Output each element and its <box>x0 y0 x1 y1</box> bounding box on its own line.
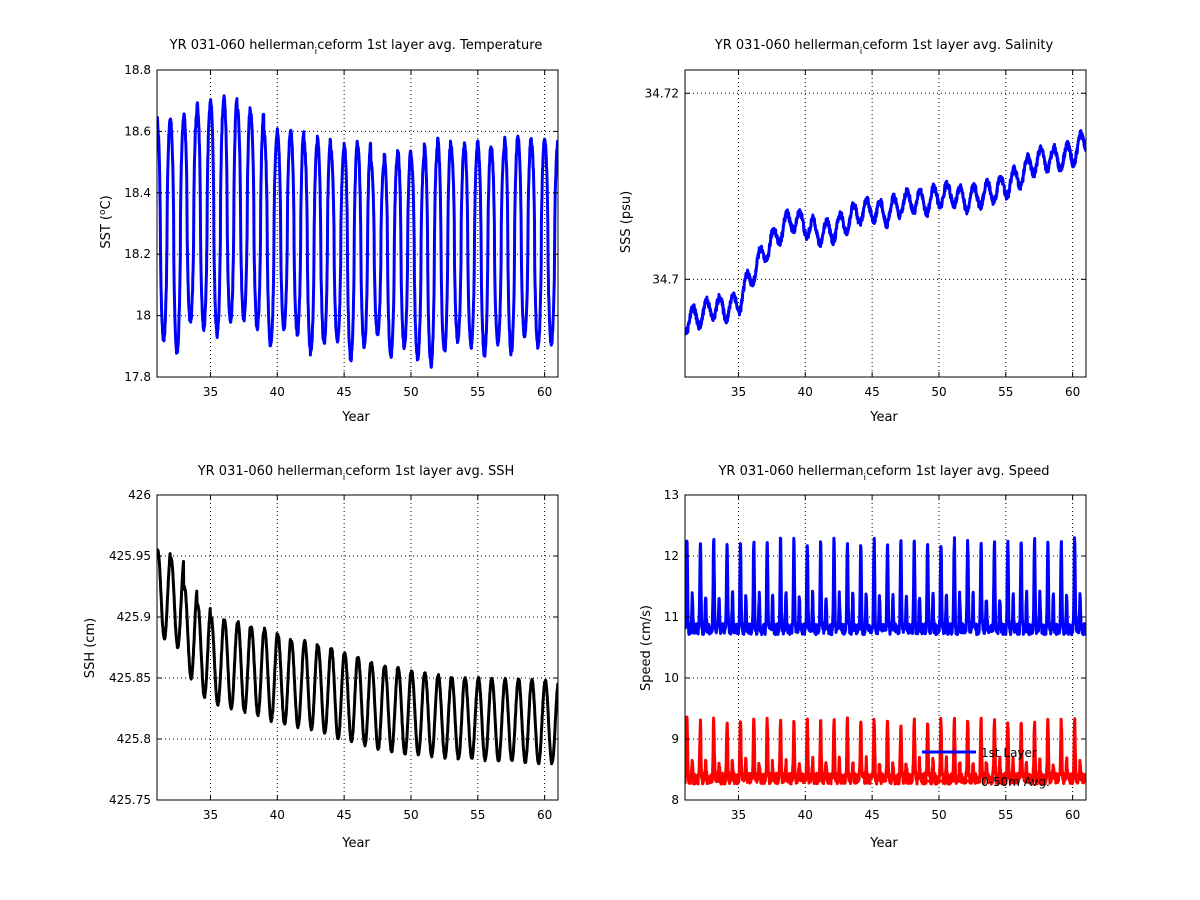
temperature-xtick-label-45: 45 <box>336 385 351 399</box>
speed-plot <box>685 536 1086 786</box>
salinity-xtick-label-60: 60 <box>1065 385 1080 399</box>
ssh-x-axis-label: Year <box>341 836 370 851</box>
temperature-x-axis-label: Year <box>341 410 370 425</box>
ssh-plot <box>157 548 558 766</box>
ssh-axes-box <box>156 494 559 801</box>
speed-x-axis-label: Year <box>869 836 898 851</box>
salinity-x-axis-label: Year <box>869 410 898 425</box>
speed-ytick-label-2: 10 <box>664 671 679 685</box>
temperature-ytick-label-0: 17.8 <box>124 370 151 384</box>
ssh-ytick-label-5: 426 <box>128 488 151 502</box>
ssh-xtick-label-55: 55 <box>470 808 485 822</box>
salinity-xtick-label-50: 50 <box>931 385 946 399</box>
salinity-ytick-label-0: 34.7 <box>652 272 679 286</box>
temperature-plot <box>157 94 558 369</box>
ssh-xtick-label-45: 45 <box>336 808 351 822</box>
speed-series-line-0 <box>685 536 1086 637</box>
speed-y-axis-label: Speed (cm/s) <box>639 605 654 691</box>
ssh-xtick-label-40: 40 <box>270 808 285 822</box>
salinity-plot <box>685 129 1086 336</box>
ssh-series-line-0 <box>157 548 558 766</box>
speed-ytick-label-4: 12 <box>664 549 679 563</box>
salinity-axes-box <box>684 69 1087 378</box>
legend-label-1st-layer: 1st Layer <box>981 746 1037 760</box>
temperature-ticks: 35 40 45 50 55 60 17.8 18 18.2 18.4 18.6 18.8 <box>124 63 558 399</box>
ssh-ytick-label-0: 425.75 <box>109 793 151 807</box>
speed-xtick-label-45: 45 <box>864 808 879 822</box>
speed-title: YR 031-060 hellermaniceform 1st layer av… <box>717 464 1049 483</box>
salinity-title: YR 031-060 hellermaniceform 1st layer av… <box>714 38 1054 57</box>
temperature-xtick-label-55: 55 <box>470 385 485 399</box>
salinity-series-line-0 <box>685 129 1086 336</box>
legend-label-0-50m-avg: 0-50m Avg. <box>981 775 1050 789</box>
temperature-xtick-label-50: 50 <box>403 385 418 399</box>
speed-ytick-label-1: 9 <box>671 732 679 746</box>
temperature-ytick-label-1: 18 <box>136 309 151 323</box>
speed-ytick-label-3: 11 <box>664 610 679 624</box>
temperature-ytick-label-3: 18.4 <box>124 186 151 200</box>
ssh-ytick-label-1: 425.8 <box>117 732 151 746</box>
temperature-xtick-label-35: 35 <box>203 385 218 399</box>
temperature-ytick-label-5: 18.8 <box>124 63 151 77</box>
temperature-ytick-label-2: 18.2 <box>124 247 151 261</box>
speed-xtick-label-40: 40 <box>798 808 813 822</box>
temperature-xtick-label-40: 40 <box>270 385 285 399</box>
speed-axes-box <box>684 494 1087 801</box>
salinity-xtick-label-40: 40 <box>798 385 813 399</box>
speed-legend: 1st Layer 0-50m Avg. <box>922 746 1050 789</box>
salinity-y-axis-label: SSS (psu) <box>619 191 634 253</box>
salinity-xtick-label-35: 35 <box>731 385 746 399</box>
salinity-ticks: 35 40 45 50 55 60 34.7 34.72 <box>645 70 1086 399</box>
ssh-ytick-label-2: 425.85 <box>109 671 151 685</box>
salinity-xtick-label-45: 45 <box>864 385 879 399</box>
ssh-y-axis-label: SSH (cm) <box>83 618 98 678</box>
temperature-title: YR 031-060 hellermaniceform 1st layer av… <box>169 38 543 57</box>
temperature-series-line-0 <box>157 94 558 369</box>
speed-xtick-label-50: 50 <box>931 808 946 822</box>
salinity-xtick-label-55: 55 <box>998 385 1013 399</box>
ssh-panel: YR 031-060 hellermaniceform 1st layer av… <box>83 464 559 851</box>
salinity-grid <box>685 70 1086 377</box>
ssh-xtick-label-50: 50 <box>403 808 418 822</box>
ssh-ticks: 35 40 45 50 55 60 425.75 425.8 425.85 425.9 425.95… <box>109 488 558 822</box>
speed-xtick-label-55: 55 <box>998 808 1013 822</box>
salinity-ytick-label-1: 34.72 <box>645 86 679 100</box>
ssh-ytick-label-4: 425.95 <box>109 549 151 563</box>
salinity-panel: YR 031-060 hellermaniceform 1st layer av… <box>619 38 1087 425</box>
speed-series-line-1 <box>685 715 1086 786</box>
speed-xtick-label-60: 60 <box>1065 808 1080 822</box>
speed-panel: YR 031-060 hellermaniceform 1st layer av… <box>639 464 1087 851</box>
speed-ytick-label-5: 13 <box>664 488 679 502</box>
ssh-title: YR 031-060 hellermaniceform 1st layer av… <box>197 464 515 483</box>
speed-xtick-label-35: 35 <box>731 808 746 822</box>
ssh-xtick-label-35: 35 <box>203 808 218 822</box>
temperature-panel: YR 031-060 hellermaniceform 1st layer av… <box>98 38 559 425</box>
ssh-ytick-label-3: 425.9 <box>117 610 151 624</box>
ssh-xtick-label-60: 60 <box>537 808 552 822</box>
temperature-xtick-label-60: 60 <box>537 385 552 399</box>
temperature-y-axis-label: SST (oC) <box>98 195 114 248</box>
temperature-ytick-label-4: 18.6 <box>124 124 151 138</box>
speed-ticks: 35 40 45 50 55 60 8 9 10 11 12 13 <box>664 488 1086 822</box>
temperature-axes-box <box>156 69 559 378</box>
speed-ytick-label-0: 8 <box>671 793 679 807</box>
